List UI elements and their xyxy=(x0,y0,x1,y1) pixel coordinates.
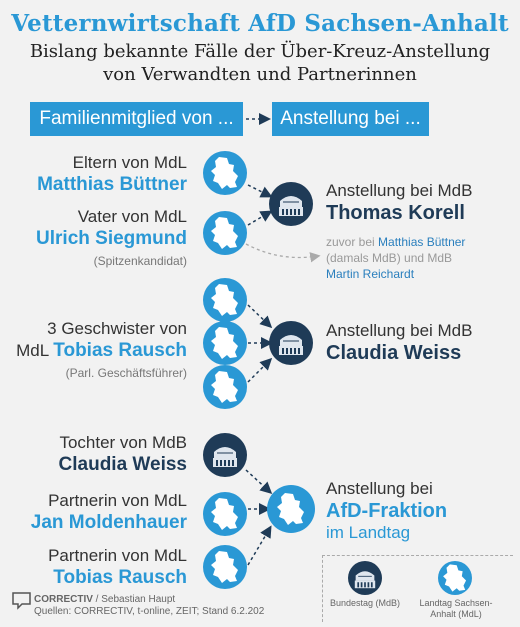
role-note: (Parl. Geschäftsführer) xyxy=(65,366,187,380)
relation-label: Partnerin von MdL xyxy=(48,546,187,565)
relation-label: 3 Geschwister von xyxy=(47,319,187,338)
mdl-name: Jan Moldenhauer xyxy=(30,512,187,533)
employer-name: AfD-Fraktion xyxy=(326,500,448,522)
relation-label: Tochter von MdB xyxy=(59,433,187,452)
legend-bundestag-label: Bundestag (MdB) xyxy=(329,598,401,608)
bundestag-icon xyxy=(269,321,313,365)
employer-sub: im Landtag xyxy=(326,523,411,542)
note-text: (damals MdB) und MdB xyxy=(326,251,453,265)
mdb-name: Claudia Weiss xyxy=(58,454,187,475)
arrow-buettner-korell xyxy=(247,184,273,198)
relation-label: Partnerin von MdL xyxy=(48,491,187,510)
credit: CORRECTIV / Sebastian Haupt Quellen: COR… xyxy=(34,594,264,618)
arrow-rausch-fraktion xyxy=(247,525,272,566)
landtag-icon xyxy=(203,211,247,255)
landtag-icon xyxy=(203,492,247,536)
header-family-member: Familienmitglied von ... xyxy=(30,102,243,136)
correctiv-logo-icon xyxy=(12,592,31,610)
legend xyxy=(322,555,513,622)
mdl-name: Tobias Rausch xyxy=(53,567,187,588)
landtag-icon xyxy=(203,151,247,195)
mdl-name: Ulrich Siegmund xyxy=(36,228,187,249)
bundestag-icon xyxy=(203,433,247,477)
legend-landtag-line-1: Landtag Sachsen- xyxy=(419,598,493,608)
employer-label: Anstellung bei MdB xyxy=(326,321,473,340)
legend-landtag-label: Landtag Sachsen- Anhalt (MdL) xyxy=(413,598,499,620)
group-rausch-partner: Partnerin von MdL Tobias Rausch xyxy=(0,545,187,589)
subtitle-line-2: von Verwandten und Partnerinnen xyxy=(103,64,417,85)
relation-prefix: MdL xyxy=(16,341,49,360)
legend-landtag-icon xyxy=(438,561,472,595)
landtag-icon xyxy=(203,321,247,365)
landtag-icon xyxy=(203,278,247,322)
mdl-name: Matthias Büttner xyxy=(37,174,187,195)
subtitle-line-1: Bislang bekannte Fälle der Über-Kreuz-An… xyxy=(29,41,491,62)
arrow-sibling3-weiss xyxy=(247,357,273,383)
page-title: Vetternwirtschaft AfD Sachsen-Anhalt xyxy=(11,10,509,37)
group-rausch-siblings: 3 Geschwister von MdL Tobias Rausch (Par… xyxy=(0,318,187,384)
relation-label: Eltern von MdL xyxy=(72,153,187,172)
credit-sources: Quellen: CORRECTIV, t-online, ZEIT; Stan… xyxy=(34,606,265,617)
landtag-icon xyxy=(267,485,315,533)
arrow-previous-employment xyxy=(245,243,321,263)
note-highlight: Matthias Büttner xyxy=(378,235,466,249)
employer-name: Claudia Weiss xyxy=(326,342,462,364)
relation-label: Vater von MdL xyxy=(77,207,187,226)
subtitle: Bislang bekannte Fälle der Über-Kreuz-An… xyxy=(0,40,520,86)
arrow-siegmund-korell xyxy=(247,210,273,226)
credit-brand: CORRECTIV xyxy=(34,594,93,605)
note-highlight: Martin Reichardt xyxy=(326,267,415,281)
legend-landtag-line-2: Anhalt (MdL) xyxy=(430,609,482,619)
mdl-name: Tobias Rausch xyxy=(53,340,187,361)
arrow-sibling1-weiss xyxy=(247,304,273,329)
employer-label: Anstellung bei xyxy=(326,479,433,498)
landtag-icon xyxy=(203,365,247,409)
employer-weiss: Anstellung bei MdB Claudia Weiss xyxy=(326,320,472,365)
bundestag-icon xyxy=(269,182,313,226)
group-buettner: Eltern von MdL Matthias Büttner xyxy=(0,152,187,196)
group-siegmund: Vater von MdL Ulrich Siegmund (Spitzenka… xyxy=(0,206,187,272)
group-moldenhauer: Partnerin von MdL Jan Moldenhauer xyxy=(0,490,187,534)
legend-bundestag-icon xyxy=(348,561,382,595)
arrow-weiss-fraktion xyxy=(245,469,273,495)
role-note: (Spitzenkandidat) xyxy=(93,254,187,268)
landtag-icon xyxy=(203,545,247,589)
employer-label: Anstellung bei MdB xyxy=(326,181,473,200)
employer-fraktion: Anstellung bei AfD-Fraktion im Landtag xyxy=(326,478,447,543)
note-text: zuvor bei xyxy=(326,235,379,249)
group-weiss: Tochter von MdB Claudia Weiss xyxy=(0,432,187,476)
employer-name: Thomas Korell xyxy=(326,202,465,224)
credit-author: / Sebastian Haupt xyxy=(92,594,176,605)
employer-korell: Anstellung bei MdB Thomas Korell xyxy=(326,180,472,225)
previous-employment-note: zuvor bei Matthias Büttner (damals MdB) … xyxy=(326,234,506,282)
header-employment: Anstellung bei ... xyxy=(272,102,429,136)
